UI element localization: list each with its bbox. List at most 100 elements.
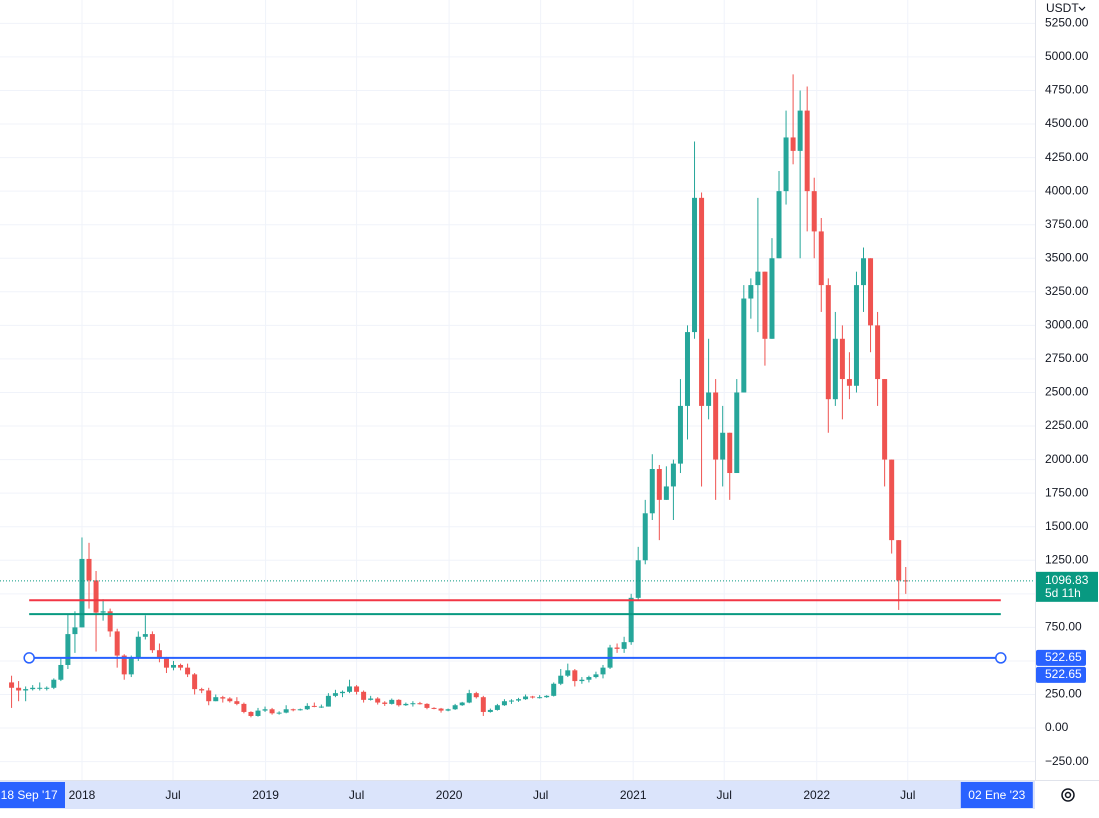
candle-body (903, 580, 909, 582)
candle-body (889, 459, 895, 541)
candle-body (16, 687, 22, 691)
ray-price-box (1036, 666, 1086, 683)
candle-body (354, 686, 360, 692)
x-tick-label: Jul (165, 788, 180, 802)
candle-body (37, 687, 43, 689)
axes: −250.000.00250.00500.00750.001000.001250… (0, 16, 1098, 808)
candle-body (882, 379, 888, 460)
x-tick-label: Jul (533, 788, 548, 802)
candle-body (86, 558, 92, 581)
candle-body (142, 634, 148, 637)
y-tick-label: −250.00 (1045, 754, 1089, 768)
candle-body (100, 611, 106, 613)
time-axis-band (0, 781, 1035, 809)
candle-body (487, 709, 493, 712)
candle-body (234, 701, 240, 704)
candle-body (480, 697, 486, 712)
candle-body (283, 709, 289, 713)
candle-body (192, 674, 198, 690)
ray-price-box (1036, 649, 1086, 666)
candle-body (262, 709, 268, 711)
candle-body (600, 667, 606, 675)
candle-body (670, 463, 676, 487)
candle-body (318, 706, 324, 708)
currency-caret[interactable] (1078, 6, 1086, 11)
candle-body (839, 338, 845, 380)
y-tick-label: 4000.00 (1045, 183, 1089, 197)
candle-body (825, 285, 831, 400)
y-tick-label: 2000.00 (1045, 452, 1089, 466)
x-tick-label: 2020 (436, 788, 463, 802)
x-tick-label: Jul (900, 788, 915, 802)
candle-body (51, 679, 57, 688)
x-tick-label: 2018 (69, 788, 96, 802)
candle-body (269, 709, 275, 714)
settings-icon[interactable] (1061, 788, 1075, 802)
candle-body (494, 705, 500, 710)
candle-body (663, 486, 669, 500)
y-tick-label: 2500.00 (1045, 385, 1089, 399)
ray-handle[interactable] (23, 652, 35, 664)
candle-body (818, 231, 824, 286)
ray-handle[interactable] (995, 652, 1007, 664)
candle-body (565, 670, 571, 676)
candle-body (846, 379, 852, 386)
candle-body (431, 707, 437, 709)
grid (0, 0, 1035, 780)
candle-body (699, 197, 705, 406)
candle-body (424, 703, 430, 708)
candle-body (79, 558, 85, 628)
candle-body (628, 597, 634, 643)
candle-body (58, 664, 64, 680)
candle-body (853, 285, 859, 386)
candle-body (579, 679, 585, 682)
candle-body (621, 642, 627, 649)
candle-body (544, 695, 550, 698)
x-tick-label: 2022 (803, 788, 830, 802)
candle-body (804, 110, 810, 192)
end-date-label: 02 Ene '23 (968, 788, 1025, 802)
candle-body (171, 664, 177, 668)
candle-body (551, 683, 557, 696)
candle-body (410, 703, 416, 705)
candle-body (290, 709, 296, 711)
start-date-label: 18 Sep '17 (1, 788, 58, 802)
candle-body (347, 686, 353, 692)
candle-body (734, 392, 740, 474)
last-price-box (1036, 571, 1098, 602)
candle-body (107, 611, 113, 632)
candle-body (473, 693, 479, 698)
candle-body (241, 703, 247, 712)
y-tick-label: 2750.00 (1045, 351, 1089, 365)
candle-body (149, 634, 155, 651)
candle-body (748, 285, 754, 299)
candle-body (361, 691, 367, 700)
candle-body (248, 711, 254, 716)
candle-body (220, 697, 226, 699)
gear-hub[interactable] (1064, 791, 1072, 799)
candle-body (325, 695, 331, 707)
candle-body (501, 701, 507, 706)
candle-body (776, 191, 782, 259)
candle-body (213, 697, 219, 702)
y-tick-label: 4750.00 (1045, 83, 1089, 97)
candle-body (72, 627, 78, 635)
candle-body (706, 392, 712, 406)
y-tick-label: 250.00 (1045, 687, 1082, 701)
candle-body (656, 468, 662, 500)
candle-body (255, 710, 261, 716)
candle-body (649, 468, 655, 514)
y-tick-label: 750.00 (1045, 620, 1082, 634)
currency-label[interactable]: USDT (1046, 1, 1079, 15)
candle-body (339, 691, 345, 694)
ray-price-label: 522.65 (1045, 667, 1082, 681)
candle-body (121, 655, 127, 675)
y-tick-label: 5250.00 (1045, 16, 1089, 30)
last-price-label: 1096.83 (1045, 573, 1089, 587)
y-tick-label: 5000.00 (1045, 49, 1089, 63)
candle-body (396, 699, 402, 706)
candle-body (586, 677, 592, 680)
candle-body (30, 687, 36, 690)
gear-ring[interactable] (1061, 788, 1075, 802)
